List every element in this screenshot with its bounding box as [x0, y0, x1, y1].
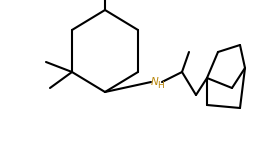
Text: H: H [158, 81, 164, 91]
Text: N: N [151, 77, 159, 87]
